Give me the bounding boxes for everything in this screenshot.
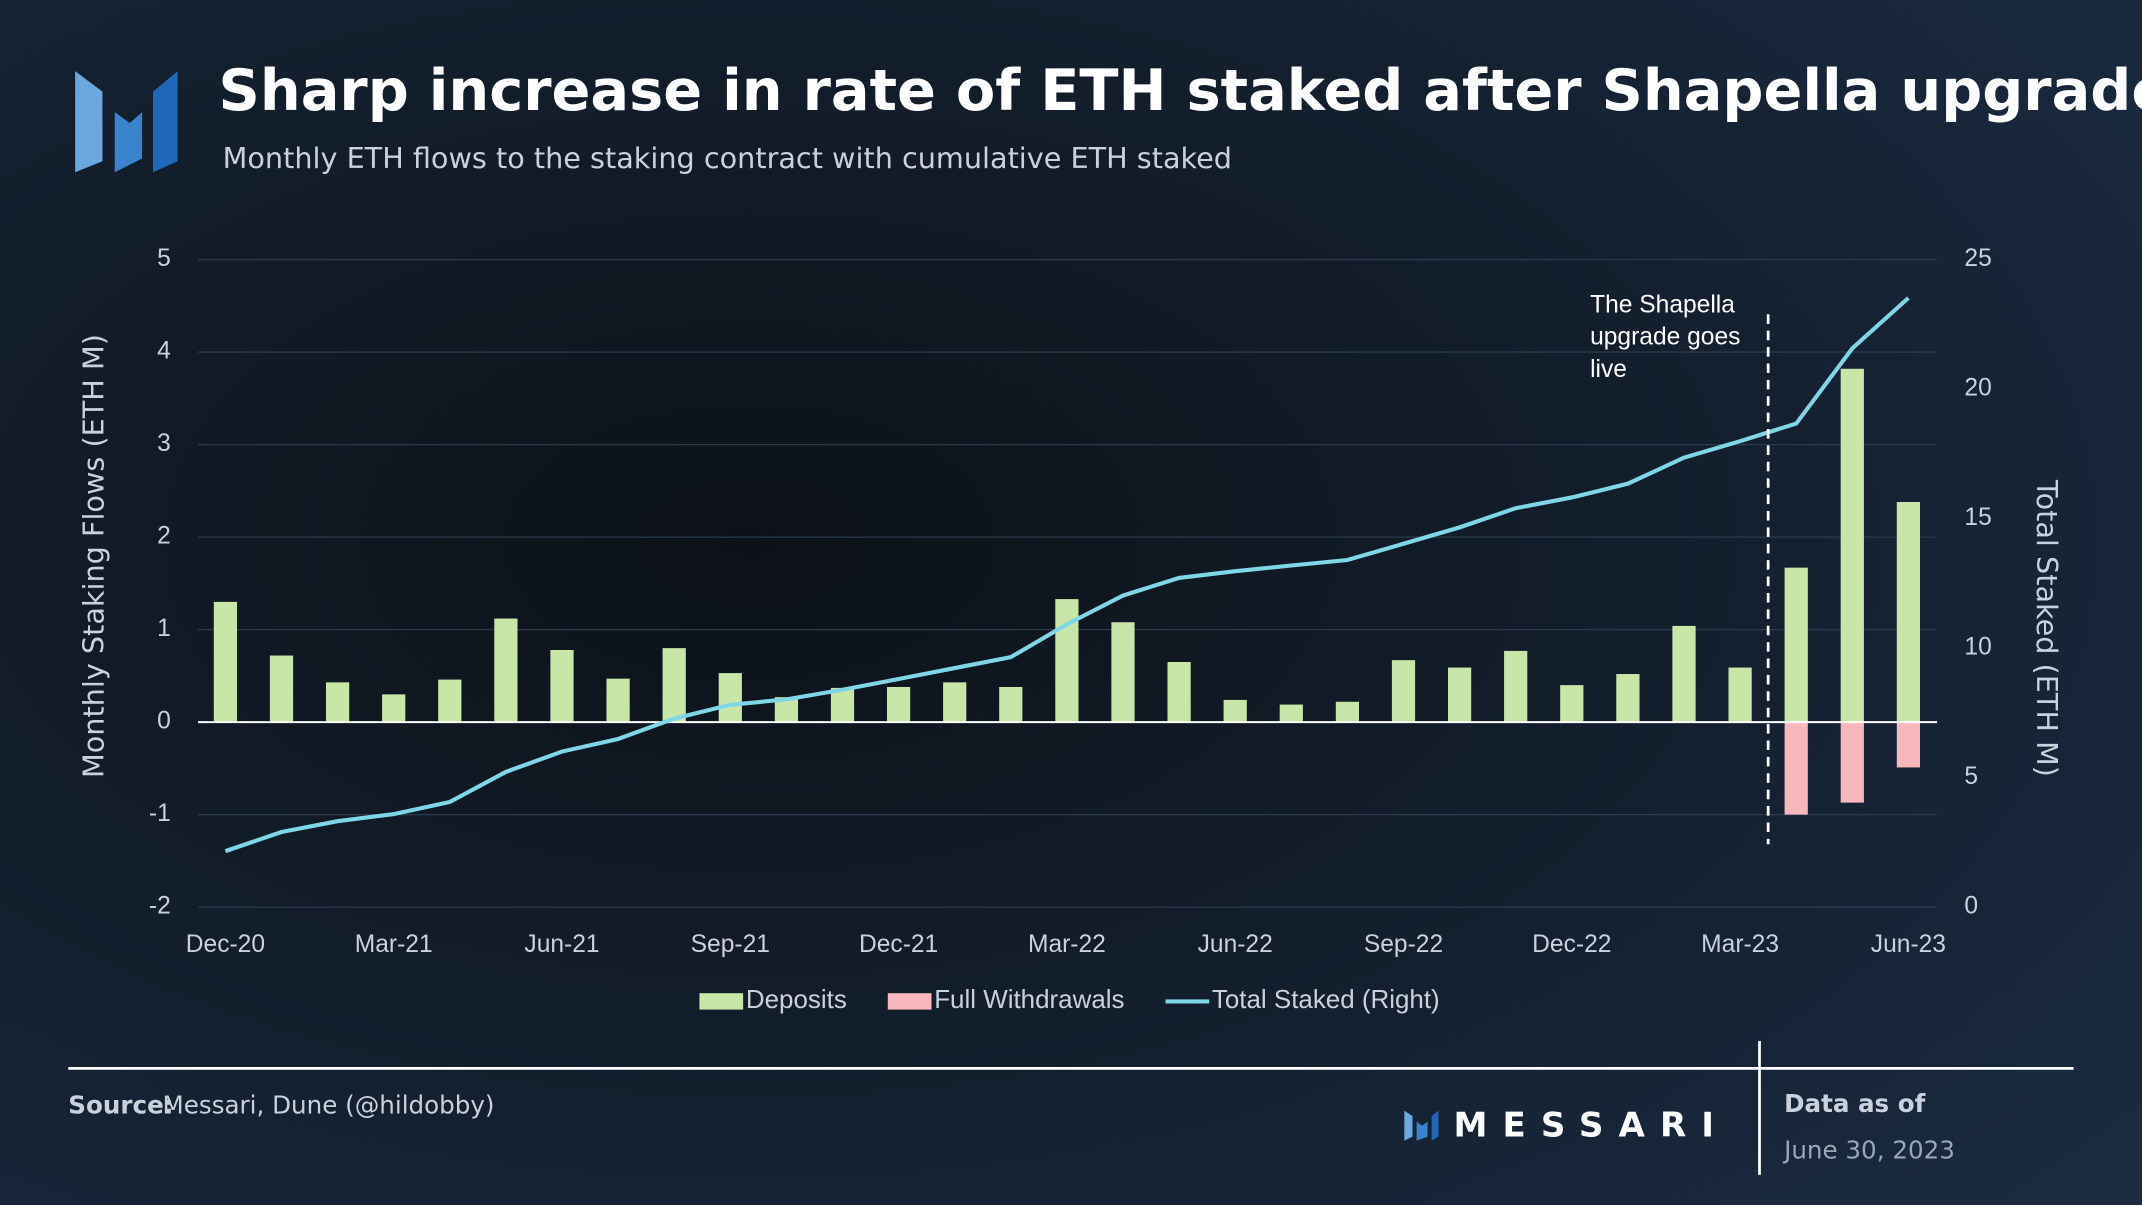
bar: [1335, 701, 1360, 723]
y-tick-label: -2: [149, 893, 171, 920]
x-tick-label: Dec-21: [859, 931, 938, 958]
legend-swatch: [887, 993, 932, 1010]
bar: [1504, 650, 1528, 723]
bar: [830, 687, 855, 723]
y2-axis-label: Total Staked (ETH M): [2030, 479, 2064, 777]
source-label: Source:: [68, 1091, 173, 1120]
bar: [1560, 685, 1584, 723]
y2-tick-label: 20: [1964, 375, 1991, 402]
legend-swatch: [699, 993, 744, 1010]
date: June 30, 2023: [1782, 1136, 1955, 1165]
legend-label: Total Staked (Right): [1212, 986, 1440, 1014]
annotation-text: The Shapella: [1590, 292, 1735, 319]
y-tick-label: 1: [157, 615, 171, 642]
brand-logo: [1404, 1110, 1439, 1141]
bar: [1223, 699, 1247, 723]
bar: [1167, 662, 1191, 723]
bar: [1616, 674, 1640, 723]
y-tick-label: 0: [157, 708, 171, 735]
annotation-text: live: [1590, 356, 1627, 383]
brand: MESSARI: [1453, 1106, 1729, 1146]
bar: [213, 601, 238, 723]
logo: [75, 71, 178, 173]
bar: [662, 648, 686, 723]
bar: [382, 694, 406, 723]
y-tick-label: 2: [157, 523, 171, 550]
x-tick-label: Sep-22: [1364, 931, 1443, 958]
x-tick-label: Jun-21: [524, 931, 599, 958]
bar: [774, 697, 799, 723]
bar: [1896, 501, 1921, 723]
legend-item: Full Withdrawals: [887, 986, 1125, 1014]
bar: [1279, 704, 1303, 723]
bar: [1447, 667, 1472, 723]
y2-tick-label: 0: [1964, 893, 1978, 920]
chart-title: Sharp increase in rate of ETH staked aft…: [219, 57, 2142, 124]
bar: [1672, 625, 1696, 723]
line: [224, 296, 1910, 854]
chart-subtitle: Monthly ETH flows to the staking contrac…: [223, 141, 1232, 175]
bar: [1840, 368, 1864, 723]
x-tick-label: Dec-20: [186, 931, 265, 958]
bar: [1896, 722, 1921, 768]
x-tick-label: Dec-22: [1532, 931, 1611, 958]
annotation-text: upgrade goes: [1590, 324, 1740, 351]
bar: [718, 673, 742, 723]
y2-tick-label: 25: [1964, 245, 1991, 272]
bar: [1840, 722, 1864, 803]
x-tick-label: Sep-21: [691, 931, 770, 958]
y2-tick-label: 15: [1964, 504, 1991, 531]
bar: [606, 678, 630, 723]
x-tick-label: Mar-22: [1028, 931, 1106, 958]
y-tick-label: -1: [149, 800, 171, 827]
bar: [550, 649, 574, 723]
x-tick-label: Mar-21: [355, 931, 433, 958]
bar: [494, 618, 518, 723]
bar: [1111, 622, 1135, 723]
y-tick-label: 3: [157, 430, 171, 457]
bar: [1784, 722, 1808, 815]
legend-item: Total Staked (Right): [1165, 986, 1440, 1014]
y2-tick-label: 5: [1964, 763, 1978, 790]
bar: [438, 679, 462, 723]
bar: [1055, 599, 1079, 723]
bar: [1391, 660, 1416, 723]
x-tick-label: Jun-22: [1198, 931, 1273, 958]
legend-item: Deposits: [699, 986, 847, 1014]
y-tick-label: 5: [157, 245, 171, 272]
bar: [886, 686, 911, 723]
y2-tick-label: 10: [1964, 634, 1991, 661]
legend-label: Full Withdrawals: [934, 986, 1124, 1014]
y-tick-label: 4: [157, 338, 171, 365]
bar: [1784, 567, 1808, 723]
source: Messari, Dune (@hildobby): [163, 1091, 495, 1120]
date-label: Data as of: [1784, 1089, 1926, 1118]
bar: [999, 686, 1023, 723]
y-axis-label: Monthly Staking Flows (ETH M): [77, 334, 111, 778]
bar: [943, 682, 967, 723]
legend-label: Deposits: [746, 986, 847, 1014]
bar: [1728, 667, 1752, 723]
x-tick-label: Mar-23: [1701, 931, 1779, 958]
bar: [325, 682, 350, 723]
x-tick-label: Jun-23: [1871, 931, 1946, 958]
bar: [269, 655, 294, 723]
